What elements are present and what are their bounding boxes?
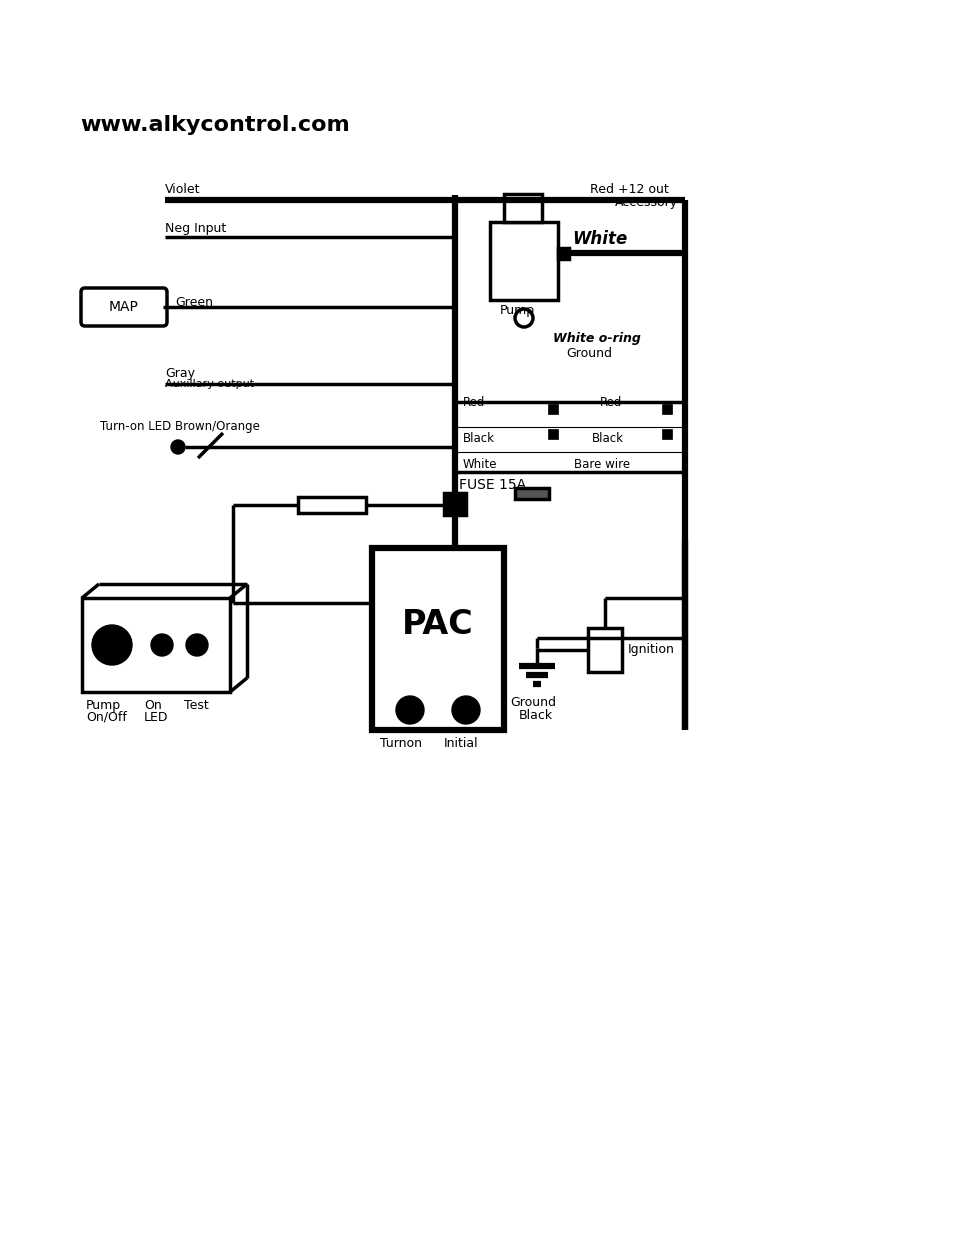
Text: Neg Input: Neg Input (165, 222, 226, 235)
Bar (372, 548, 503, 730)
Text: Black: Black (592, 432, 623, 445)
Text: Red +12 out: Red +12 out (589, 183, 668, 196)
Text: Bare wire: Bare wire (574, 458, 630, 471)
Circle shape (452, 697, 479, 724)
Text: Violet: Violet (165, 183, 200, 196)
Bar (547, 404, 558, 414)
Text: Turnon: Turnon (379, 737, 421, 750)
Text: On: On (144, 699, 162, 713)
Text: Gray: Gray (165, 367, 194, 380)
Bar (661, 429, 671, 438)
Text: Pump: Pump (499, 304, 535, 317)
Bar (587, 629, 621, 672)
Bar (490, 222, 558, 300)
Text: www.alkycontrol.com: www.alkycontrol.com (80, 115, 350, 135)
Circle shape (171, 440, 185, 454)
Text: Accessory: Accessory (615, 196, 678, 209)
Text: Ground: Ground (565, 347, 612, 359)
Bar (455, 403, 684, 472)
Bar (558, 248, 568, 259)
Text: White: White (462, 458, 497, 471)
Circle shape (91, 625, 132, 664)
Text: White: White (572, 230, 626, 248)
FancyBboxPatch shape (81, 288, 167, 326)
Text: Initial: Initial (443, 737, 478, 750)
Bar (443, 493, 465, 515)
Bar (82, 598, 230, 692)
Circle shape (186, 634, 208, 656)
Text: Ignition: Ignition (627, 643, 674, 657)
Text: FUSE 15A: FUSE 15A (458, 478, 525, 492)
Text: Black: Black (518, 709, 553, 722)
Text: Red: Red (599, 396, 621, 409)
Text: Red: Red (462, 396, 485, 409)
Circle shape (395, 697, 423, 724)
Bar (503, 194, 541, 222)
Text: On/Off: On/Off (86, 711, 127, 724)
Text: Auxillary output: Auxillary output (165, 379, 253, 389)
Bar (661, 404, 671, 414)
Text: PAC: PAC (402, 608, 474, 641)
Text: LED: LED (144, 711, 169, 724)
Text: Ground: Ground (510, 697, 556, 709)
Text: MAP: MAP (109, 300, 139, 314)
Bar (297, 496, 366, 513)
Text: Black: Black (462, 432, 495, 445)
Text: Pump: Pump (86, 699, 121, 713)
Text: Green: Green (174, 296, 213, 309)
Text: Turn-on LED Brown/Orange: Turn-on LED Brown/Orange (100, 420, 259, 433)
Bar (547, 429, 558, 438)
Bar (515, 488, 548, 499)
Text: Test: Test (184, 699, 209, 713)
Text: White o-ring: White o-ring (553, 332, 640, 345)
Circle shape (151, 634, 172, 656)
